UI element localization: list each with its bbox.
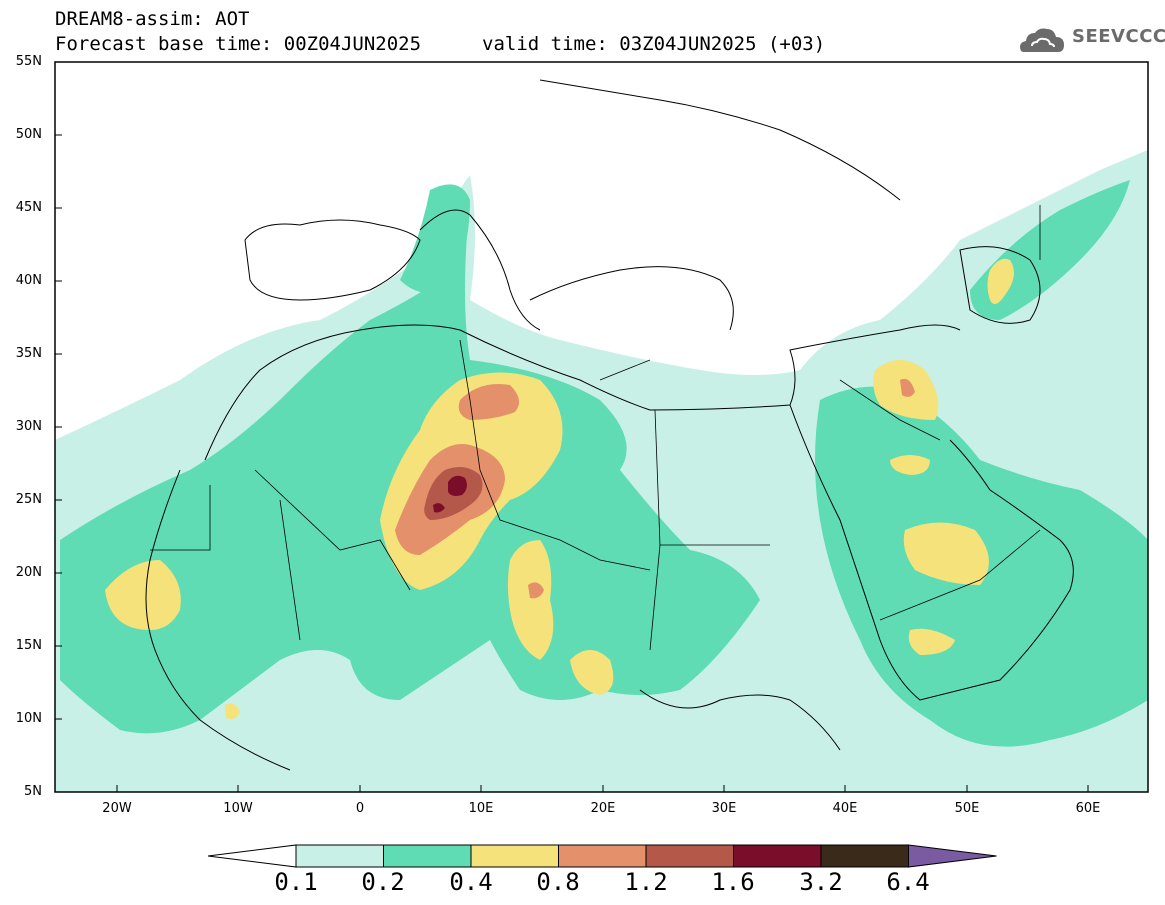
colorbar-cell-over <box>908 844 997 868</box>
logo-text: SEEVCCC <box>1072 26 1165 47</box>
colorbar-label-1-2: 1.2 <box>624 868 668 896</box>
colorbar-cell-7 <box>820 844 909 868</box>
colorbar-cell-1 <box>295 844 384 868</box>
lat-label-20n: 20N <box>15 565 42 580</box>
lon-label-20w: 20W <box>102 801 132 816</box>
axis-ticks <box>55 61 1089 792</box>
lat-label-30n: 30N <box>15 419 42 434</box>
country-borders <box>150 205 1041 651</box>
map-title: DREAM8-assim: AOT <box>55 8 250 30</box>
colorbar-cell-4 <box>558 844 647 868</box>
colorbar-cell-3 <box>470 844 559 868</box>
lon-label-20e: 20E <box>590 801 616 816</box>
lon-label-0: 0 <box>355 801 365 816</box>
cloud-icon <box>1020 28 1064 52</box>
lat-label-5n: 5N <box>24 784 42 799</box>
lat-label-50n: 50N <box>15 127 42 142</box>
colorbar-cell-2 <box>383 844 472 868</box>
colorbar-label-1-6: 1.6 <box>711 868 755 896</box>
lon-label-10w: 10W <box>223 801 253 816</box>
lon-label-50e: 50E <box>954 801 980 816</box>
lat-label-15n: 15N <box>15 638 42 653</box>
aot-level-1-6 <box>433 475 467 513</box>
forecast-base-time: Forecast base time: 00Z04JUN2025 <box>55 33 422 55</box>
lon-label-40e: 40E <box>832 801 858 816</box>
lat-label-55n: 55N <box>15 54 42 69</box>
colorbar-cell-under <box>207 844 297 868</box>
lat-label-10n: 10N <box>15 711 42 726</box>
lat-label-45n: 45N <box>15 200 42 215</box>
lon-label-60e: 60E <box>1075 801 1101 816</box>
coastlines <box>145 79 1074 771</box>
lat-label-40n: 40N <box>15 273 42 288</box>
colorbar-label-6-4: 6.4 <box>886 868 930 896</box>
colorbar-cell-5 <box>645 844 734 868</box>
lon-label-30e: 30E <box>711 801 737 816</box>
colorbar-label-0-2: 0.2 <box>361 868 405 896</box>
lon-label-10e: 10E <box>468 801 494 816</box>
valid-time: valid time: 03Z04JUN2025 (+03) <box>482 33 826 55</box>
colorbar-label-3-2: 3.2 <box>799 868 843 896</box>
colorbar-cell-6 <box>733 844 822 868</box>
colorbar-label-0-1: 0.1 <box>274 868 318 896</box>
colorbar-label-0-8: 0.8 <box>536 868 580 896</box>
lat-label-35n: 35N <box>15 346 42 361</box>
lat-label-25n: 25N <box>15 492 42 507</box>
colorbar-label-0-4: 0.4 <box>449 868 493 896</box>
